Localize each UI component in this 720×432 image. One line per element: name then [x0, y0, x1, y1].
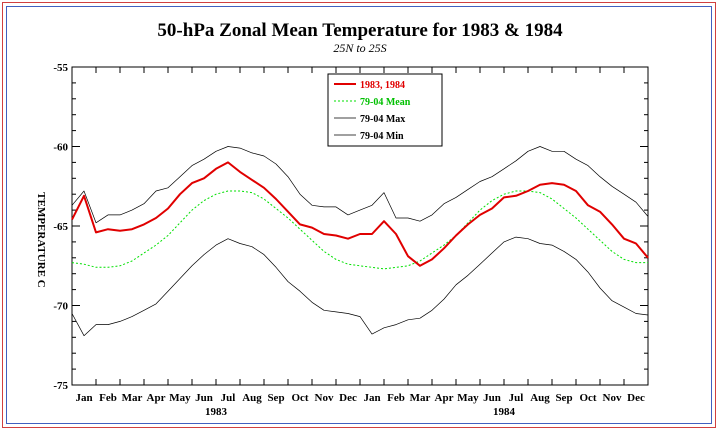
chart-title: 50-hPa Zonal Mean Temperature for 1983 &…	[157, 20, 563, 41]
x-axis: Jan Feb Mar Apr May Jun Jul Aug Sep Oct Nov Dec Jan F…	[71, 67, 649, 418]
legend-label: 79-04 Max	[360, 114, 405, 125]
series-line-3	[71, 236, 649, 337]
x-month-label: Sep	[555, 392, 572, 404]
x-month-label: Mar	[410, 392, 431, 404]
x-month-label: Oct	[579, 392, 596, 404]
outer-border	[2, 2, 716, 428]
series-line-2	[71, 146, 649, 224]
x-month-label: Jul	[221, 392, 236, 404]
chart-subtitle: 25N to 25S	[333, 41, 386, 55]
legend-label: 79-04 Min	[360, 131, 404, 142]
inner-border	[6, 6, 712, 424]
x-month-label: Jan	[75, 392, 92, 404]
x-month-label: Aug	[530, 392, 550, 404]
x-year-label: 1984	[493, 406, 516, 418]
x-month-label: Oct	[291, 392, 308, 404]
y-tick-label: -75	[53, 380, 68, 392]
x-month-label: Apr	[435, 392, 454, 404]
series-group	[71, 146, 649, 337]
y-tick-label: -55	[53, 62, 68, 74]
x-month-label: Aug	[242, 392, 262, 404]
x-month-label: Feb	[387, 392, 405, 404]
y-axis: -55 -60 -65 -70 -75	[53, 62, 648, 392]
x-month-label: May	[169, 392, 191, 404]
x-month-label: Dec	[339, 392, 357, 404]
x-month-label: Mar	[122, 392, 143, 404]
legend-label: 1983, 1984	[360, 80, 405, 91]
x-month-label: Jul	[509, 392, 524, 404]
series-line-1	[71, 190, 648, 270]
y-tick-label: -65	[53, 221, 68, 233]
legend: 1983, 1984 79-04 Mean 79-04 Max 79-04 Min	[327, 73, 443, 147]
x-month-label: May	[457, 392, 479, 404]
x-month-label: Apr	[147, 392, 166, 404]
x-month-label: Jan	[363, 392, 380, 404]
x-month-label: Feb	[99, 392, 117, 404]
y-axis-label: TEMPERATURE C	[35, 192, 47, 287]
x-month-label: Nov	[315, 392, 334, 404]
legend-box	[327, 73, 443, 147]
x-month-label: Jun	[195, 392, 213, 404]
x-year-label: 1983	[205, 406, 228, 418]
x-month-label: Nov	[603, 392, 622, 404]
series-line-0	[71, 161, 649, 267]
y-tick-label: -70	[53, 301, 68, 313]
x-month-label: Dec	[627, 392, 645, 404]
x-month-label: Jun	[483, 392, 501, 404]
x-month-label: Sep	[267, 392, 284, 404]
y-tick-label: -60	[53, 142, 68, 154]
legend-label: 79-04 Mean	[360, 97, 411, 108]
